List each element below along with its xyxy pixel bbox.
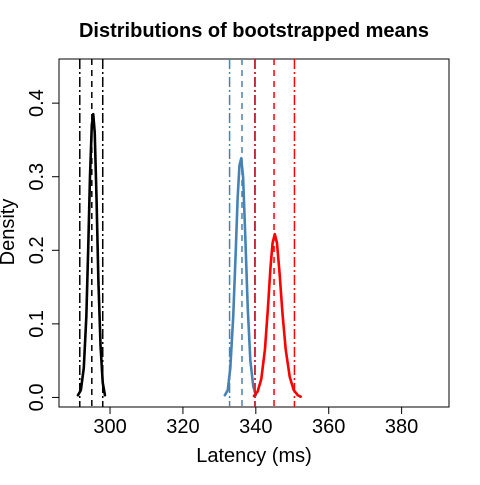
chart-title: Distributions of bootstrapped means (79, 20, 429, 42)
y-tick-label: 0.2 (26, 236, 48, 264)
y-axis-label: Density (0, 199, 19, 266)
x-tick-label: 360 (312, 416, 345, 438)
x-axis-label: Latency (ms) (196, 445, 312, 467)
plot-area: 300 320 340 360 380 0.0 0.1 0.2 0.3 0.4 (26, 58, 450, 438)
x-tick-label: 340 (239, 416, 272, 438)
x-tick-label: 320 (166, 416, 199, 438)
y-tick-label: 0.4 (26, 89, 48, 117)
x-tick-label: 380 (385, 416, 418, 438)
y-tick-label: 0.1 (26, 310, 48, 338)
series-2-density-curve (223, 157, 258, 397)
y-tick-label: 0.0 (26, 384, 48, 412)
y-tick-label: 0.3 (26, 163, 48, 191)
series-3-density-curve (252, 232, 302, 399)
series-1-density-curve (76, 112, 107, 397)
x-tick-label: 300 (93, 416, 126, 438)
